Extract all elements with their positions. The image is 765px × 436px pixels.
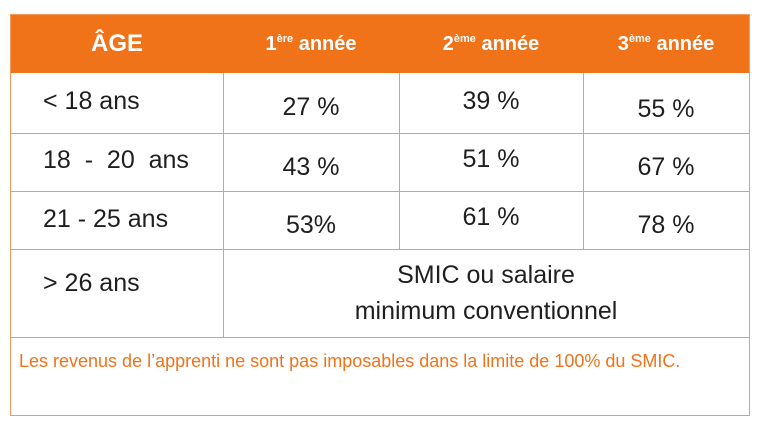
cell-year-2: 51 % [462, 145, 520, 173]
cell-year-3: 55 % [637, 95, 695, 123]
row-divider [11, 133, 749, 134]
footnote: Les revenus de l’apprenti ne sont pas im… [19, 351, 681, 371]
column-divider [399, 73, 400, 249]
header-age: ÂGE [90, 30, 143, 57]
smic-cell: SMIC ou salaire minimum conventionnel [223, 257, 749, 329]
cell-year-3: 78 % [637, 211, 695, 239]
row-age: 21 - 25 ans [43, 205, 169, 233]
row-age: 18 - 20 ans [43, 146, 189, 174]
column-divider [583, 73, 584, 249]
row-divider [11, 337, 749, 338]
cell-year-2: 39 % [462, 87, 520, 115]
row-divider [11, 191, 749, 192]
salary-table: ÂGE 1ère année 2ème année 3ème année < 1… [10, 14, 750, 416]
table-header: ÂGE 1ère année 2ème année 3ème année [11, 15, 749, 73]
header-year-2: 2ème année [442, 33, 540, 55]
cell-year-1: 27 % [282, 93, 340, 121]
smic-line-1: SMIC ou salaire [397, 261, 575, 289]
row-age: < 18 ans [43, 87, 140, 115]
cell-year-1: 43 % [282, 153, 340, 181]
header-year-1: 1ère année [265, 33, 357, 55]
cell-year-2: 61 % [462, 203, 520, 231]
column-divider [223, 73, 224, 337]
cell-year-1: 53% [285, 211, 337, 239]
smic-line-2: minimum conventionnel [354, 297, 618, 325]
row-divider [11, 249, 749, 250]
cell-year-3: 67 % [637, 153, 695, 181]
header-year-3: 3ème année [617, 33, 715, 55]
row-age: > 26 ans [43, 269, 140, 297]
